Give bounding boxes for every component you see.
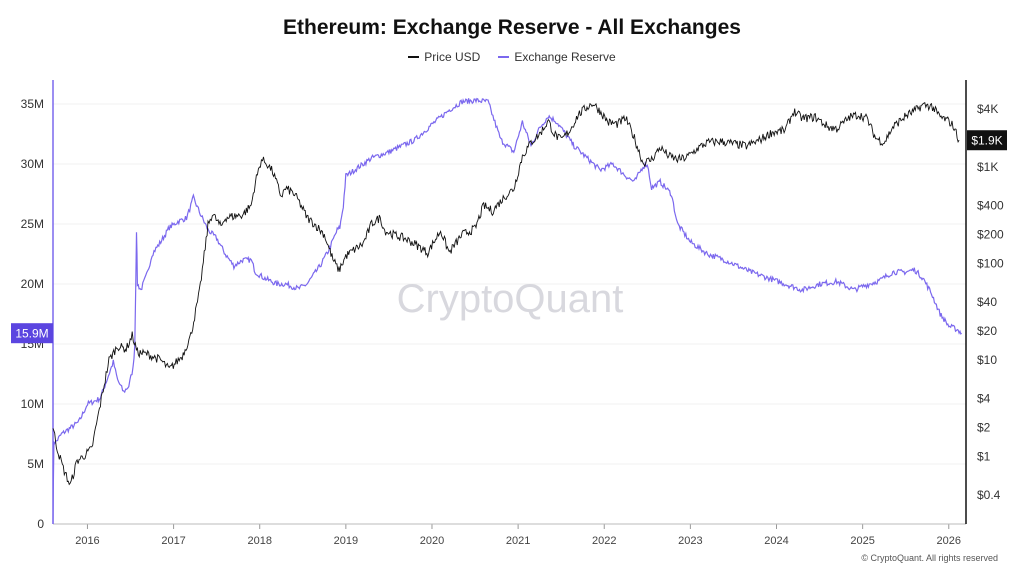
badge-right-bg [967,130,1007,151]
x-tick-label: 2024 [764,535,788,547]
series-line-price-usd [52,102,960,486]
legend-item-reserve[interactable]: Exchange Reserve [498,50,616,64]
x-tick-label: 2023 [678,535,702,547]
y-right-tick-label: $4K [977,102,998,116]
chart-title: Ethereum: Exchange Reserve - All Exchang… [283,16,741,39]
legend-swatch-reserve [498,56,510,58]
series-layer [52,97,963,525]
y-right-tick-label: $200 [977,228,1004,242]
legend: Price USD Exchange Reserve [0,50,1024,64]
series-line-exchange-reserve [52,97,963,525]
y-left-tick-label: 30M [21,157,44,171]
y-left-tick-label: 0 [37,517,44,531]
x-tick-label: 2019 [334,535,358,547]
axes-layer: 05M10M15M20M25M30M35M$0.4$1$2$4$10$20$40… [21,80,1004,547]
badge-left-text: 15.9M [15,327,48,341]
y-right-tick-label: $400 [977,199,1004,213]
y-right-tick-label: $1 [977,450,991,464]
watermark-text: CryptoQuant [397,277,624,321]
x-tick-label: 2025 [850,535,874,547]
y-right-tick-label: $10 [977,353,997,367]
y-right-tick-label: $20 [977,324,997,338]
y-left-tick-label: 5M [27,457,44,471]
badge-left-bg [11,323,53,344]
legend-label-reserve: Exchange Reserve [514,50,616,64]
y-right-tick-label: $1K [977,160,998,174]
x-tick-label: 2026 [937,535,961,547]
x-tick-label: 2020 [420,535,444,547]
legend-item-price[interactable]: Price USD [408,50,480,64]
x-tick-label: 2017 [161,535,185,547]
y-right-tick-label: $40 [977,295,997,309]
y-right-tick-label: $4 [977,391,991,405]
y-left-tick-label: 10M [21,397,44,411]
x-tick-label: 2016 [75,535,99,547]
y-left-tick-label: 20M [21,277,44,291]
y-right-tick-label: $0.4 [977,488,1001,502]
badge-layer: 15.9M $1.9K [11,130,1007,344]
x-tick-label: 2021 [506,535,530,547]
y-right-tick-label: $100 [977,257,1004,271]
y-left-tick-label: 35M [21,97,44,111]
legend-swatch-price [408,56,420,58]
badge-right-text: $1.9K [971,134,1002,148]
x-tick-label: 2022 [592,535,616,547]
y-left-tick-label: 25M [21,217,44,231]
legend-label-price: Price USD [424,50,481,64]
y-right-tick-label: $2 [977,421,991,435]
x-tick-label: 2018 [247,535,271,547]
copyright-text: © CryptoQuant. All rights reserved [861,553,998,563]
